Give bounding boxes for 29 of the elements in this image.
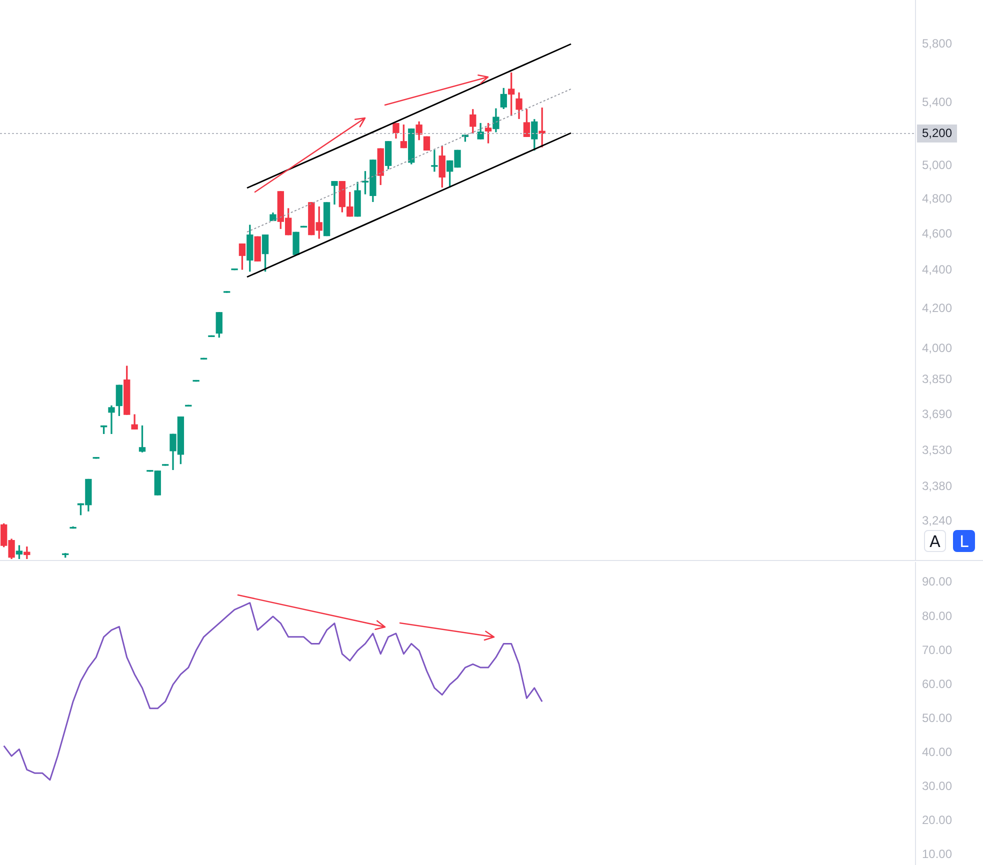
y-tick-label: 60.00 [922,676,952,691]
candlestick [254,236,261,262]
candlestick [323,202,330,236]
y-tick-label: 4,600 [922,226,952,240]
y-tick-label: 4,400 [922,262,952,277]
y-tick-label: 3,690 [922,406,952,421]
y-tick-label: 4,800 [922,191,952,206]
y-tick-label: 5,000 [922,158,952,172]
y-tick-label: 40.00 [922,744,952,759]
y-tick-label: 30.00 [922,779,952,794]
ref-line-label: 5,200 [922,126,952,140]
y-tick-label: 3,530 [922,443,952,458]
y-tick-label: 50.00 [922,710,952,725]
y-tick-label: 20.00 [922,813,952,828]
y-tick-label: 3,240 [922,513,952,528]
y-tick-label: 4,000 [922,340,952,355]
auto-scale-button[interactable]: A [924,530,946,552]
y-tick-label: 3,380 [922,478,952,493]
candlestick [431,150,438,172]
y-tick-label: 90.00 [922,574,952,589]
y-tick-label: 4,200 [922,300,952,315]
y-tick-label: 70.00 [922,642,952,657]
log-scale-button[interactable]: L [953,530,975,552]
y-tick-label: 5,400 [922,94,952,109]
y-tick-label: 5,800 [922,36,952,50]
y-tick-label: 3,850 [922,372,952,386]
y-tick-label: 80.00 [922,608,952,623]
y-tick-label: 10.00 [922,847,952,862]
candlestick [292,232,300,256]
